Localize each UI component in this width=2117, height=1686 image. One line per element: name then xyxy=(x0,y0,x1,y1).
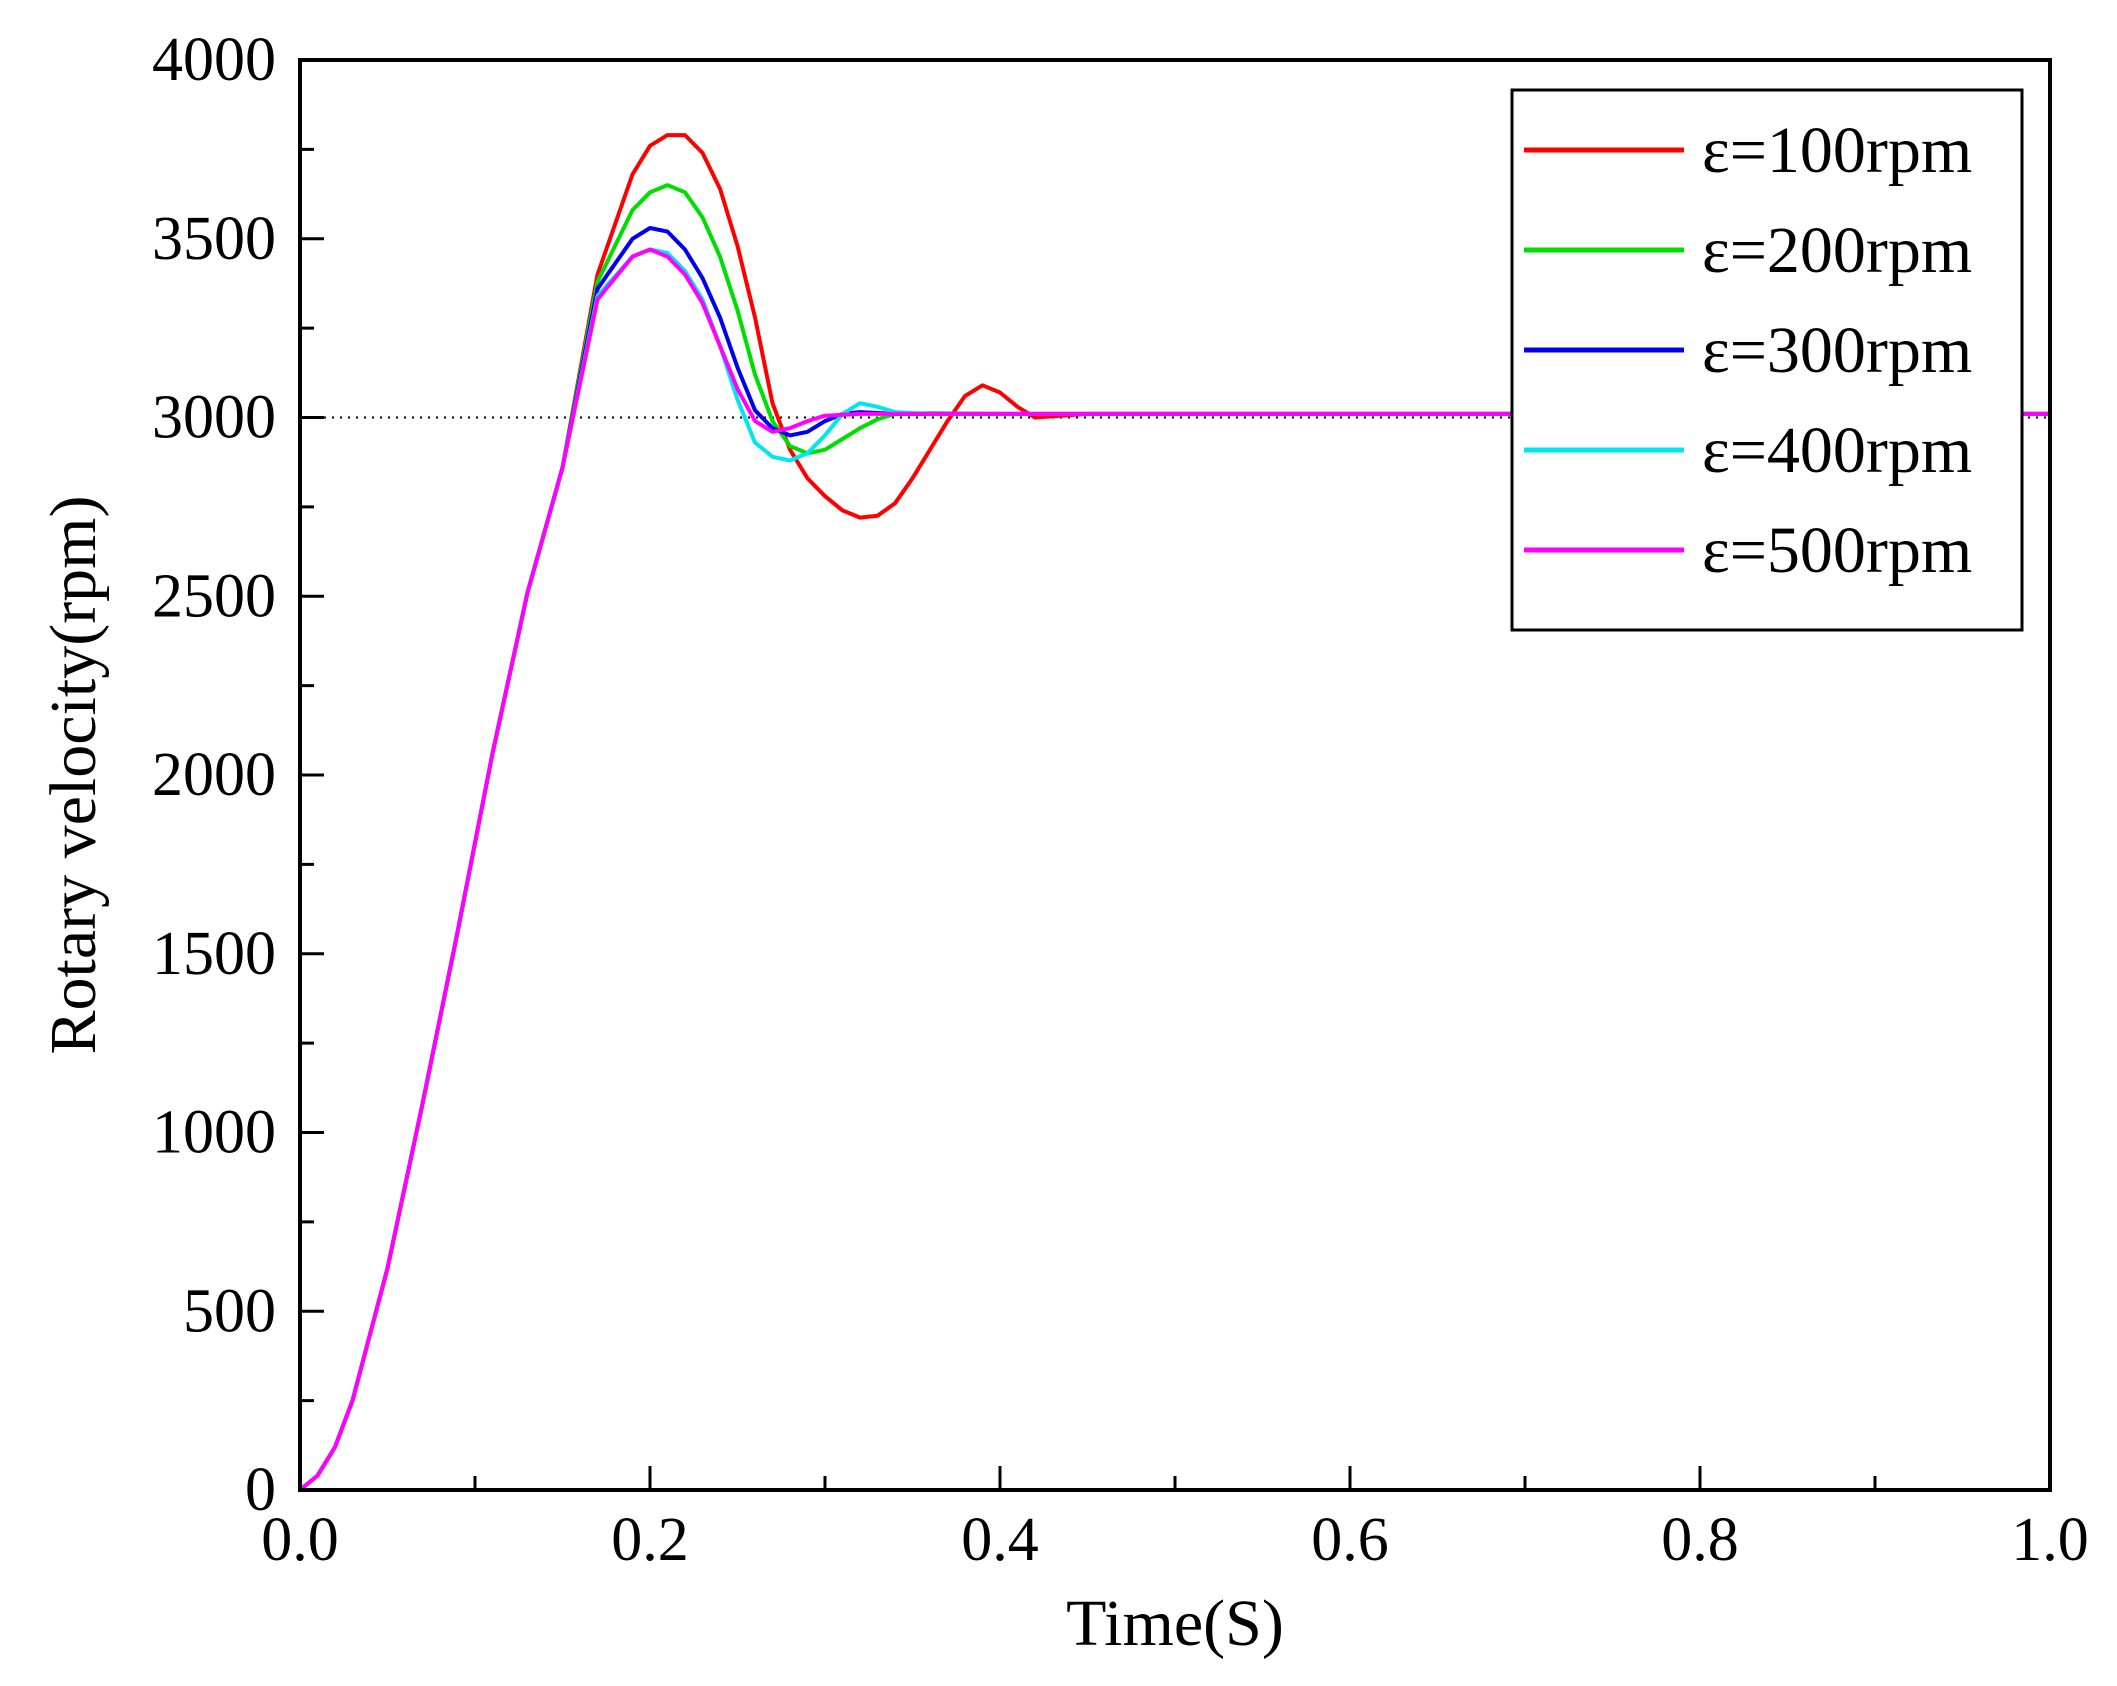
legend-label-1: ε=100rpm xyxy=(1702,114,1972,187)
legend: ε=100rpm ε=200rpm ε=300rpm ε=400rpm ε=500rpm xyxy=(1510,88,2024,632)
x-tick-label: 0.0 xyxy=(261,1506,339,1574)
x-tick-label: 0.6 xyxy=(1311,1506,1389,1574)
x-axis: 0.0 0.2 0.4 0.6 0.8 1.0 xyxy=(261,1466,2089,1574)
y-tick-label: 2500 xyxy=(152,562,276,630)
legend-box xyxy=(1510,88,2024,632)
x-tick-label: 1.0 xyxy=(2011,1506,2089,1574)
y-tick-label: 3000 xyxy=(152,384,276,452)
y-tick-label: 0 xyxy=(245,1456,276,1524)
y-tick-label: 3500 xyxy=(152,205,276,273)
x-tick-label: 0.8 xyxy=(1661,1506,1739,1574)
legend-label-5: ε=500rpm xyxy=(1702,514,1972,587)
legend-label-2: ε=200rpm xyxy=(1702,214,1972,287)
series-line-5 xyxy=(298,247,2050,1492)
x-tick-label: 0.2 xyxy=(611,1506,689,1574)
y-axis-title: Rotary velocity(rpm) xyxy=(37,495,110,1054)
y-tick-label: 500 xyxy=(183,1277,276,1345)
y-tick-label: 1000 xyxy=(152,1099,276,1167)
series-layer xyxy=(298,133,2050,1492)
legend-label-4: ε=400rpm xyxy=(1702,414,1972,487)
x-axis-title: Time(S) xyxy=(1066,1587,1284,1660)
y-tick-label: 1500 xyxy=(152,920,276,988)
x-tick-label: 0.4 xyxy=(961,1506,1039,1574)
y-tick-label: 4000 xyxy=(152,26,276,94)
y-axis: 0 500 1000 1500 2000 2500 3000 3500 4000 xyxy=(152,26,324,1524)
y-tick-label: 2000 xyxy=(152,741,276,809)
legend-label-3: ε=300rpm xyxy=(1702,314,1972,387)
